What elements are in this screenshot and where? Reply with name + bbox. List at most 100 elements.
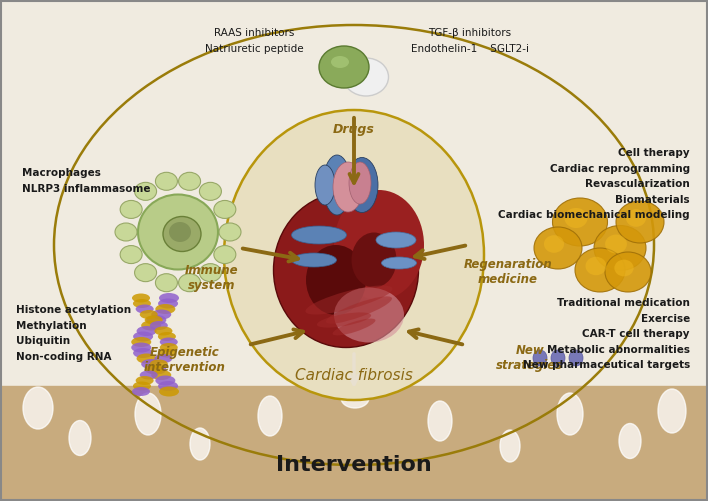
Ellipse shape (158, 381, 178, 391)
Text: Cell therapy
Cardiac reprogramming
Revascularization
Biomaterials
Cardiac biomec: Cell therapy Cardiac reprogramming Revas… (498, 148, 690, 220)
Ellipse shape (200, 264, 222, 282)
Ellipse shape (619, 423, 641, 458)
Ellipse shape (615, 260, 634, 277)
Ellipse shape (159, 293, 179, 303)
Ellipse shape (159, 386, 179, 396)
Ellipse shape (158, 332, 176, 341)
Ellipse shape (136, 305, 154, 314)
Ellipse shape (137, 354, 156, 364)
Ellipse shape (160, 343, 178, 352)
Ellipse shape (131, 337, 152, 347)
Text: Drugs: Drugs (333, 124, 375, 136)
Text: TGF-β inhibitors
Endothelin-1    SGLT2-i: TGF-β inhibitors Endothelin-1 SGLT2-i (411, 28, 529, 54)
Ellipse shape (428, 401, 452, 441)
Ellipse shape (273, 192, 418, 348)
Ellipse shape (341, 388, 369, 408)
Ellipse shape (155, 304, 176, 314)
Ellipse shape (323, 155, 351, 215)
Ellipse shape (306, 245, 366, 315)
Ellipse shape (349, 162, 371, 204)
Ellipse shape (135, 393, 161, 435)
Text: Epigenetic
intervention: Epigenetic intervention (144, 346, 226, 374)
Ellipse shape (120, 245, 142, 264)
Ellipse shape (586, 257, 607, 275)
Ellipse shape (616, 201, 664, 243)
Text: New
strategies: New strategies (496, 344, 564, 372)
Ellipse shape (534, 227, 582, 269)
Ellipse shape (224, 110, 484, 400)
Text: Regenaration
medicine: Regenaration medicine (464, 258, 552, 286)
Ellipse shape (160, 338, 178, 347)
Text: Cardiac fibrosis: Cardiac fibrosis (295, 368, 413, 382)
Ellipse shape (351, 232, 396, 288)
Ellipse shape (382, 257, 416, 269)
Ellipse shape (137, 326, 156, 336)
Ellipse shape (334, 190, 424, 300)
Ellipse shape (147, 315, 166, 325)
Ellipse shape (155, 376, 176, 385)
Ellipse shape (626, 209, 646, 227)
Ellipse shape (605, 234, 627, 254)
Ellipse shape (305, 286, 392, 315)
Ellipse shape (158, 299, 178, 309)
Ellipse shape (575, 248, 625, 292)
Ellipse shape (132, 387, 150, 396)
Ellipse shape (376, 232, 416, 248)
Ellipse shape (178, 172, 200, 190)
Ellipse shape (150, 360, 168, 369)
Ellipse shape (500, 430, 520, 462)
Ellipse shape (346, 157, 378, 212)
Ellipse shape (154, 327, 173, 336)
Ellipse shape (156, 274, 178, 292)
Ellipse shape (343, 58, 389, 96)
Ellipse shape (158, 349, 176, 358)
Ellipse shape (315, 165, 335, 205)
Ellipse shape (132, 294, 150, 303)
Text: Macrophages
NLRP3 inflammasome: Macrophages NLRP3 inflammasome (22, 168, 151, 193)
Ellipse shape (319, 46, 369, 88)
Ellipse shape (135, 264, 156, 282)
Ellipse shape (292, 226, 346, 244)
Ellipse shape (163, 216, 201, 252)
Ellipse shape (533, 350, 547, 366)
Ellipse shape (214, 200, 236, 218)
Ellipse shape (605, 252, 651, 292)
Ellipse shape (178, 274, 200, 292)
Ellipse shape (544, 235, 564, 253)
Text: Histone acetylation
Methylation
Ubiquitin
Non-coding RNA: Histone acetylation Methylation Ubiquiti… (16, 305, 131, 362)
Ellipse shape (69, 420, 91, 455)
Ellipse shape (144, 316, 163, 325)
Bar (0, 386, 708, 501)
Text: Intervention: Intervention (276, 455, 432, 475)
Ellipse shape (219, 223, 241, 241)
Ellipse shape (144, 365, 163, 374)
Ellipse shape (23, 387, 53, 429)
Ellipse shape (326, 296, 392, 324)
Ellipse shape (139, 371, 158, 379)
Ellipse shape (133, 299, 151, 308)
Text: Traditional medication
Exercise
CAR-T cell therapy
Metabolic abnormalities
New p: Traditional medication Exercise CAR-T ce… (523, 298, 690, 370)
Ellipse shape (152, 310, 171, 320)
Ellipse shape (141, 321, 161, 331)
Text: Immune
system: Immune system (185, 264, 239, 292)
Ellipse shape (152, 370, 171, 380)
Ellipse shape (154, 354, 173, 363)
Ellipse shape (331, 56, 349, 68)
Ellipse shape (317, 313, 371, 328)
Ellipse shape (564, 208, 588, 228)
Ellipse shape (115, 223, 137, 241)
Ellipse shape (258, 396, 282, 436)
Ellipse shape (200, 182, 222, 200)
Ellipse shape (138, 194, 218, 270)
Ellipse shape (214, 245, 236, 264)
Ellipse shape (150, 321, 168, 330)
Ellipse shape (594, 225, 646, 271)
Ellipse shape (120, 200, 142, 218)
Ellipse shape (136, 376, 154, 385)
Ellipse shape (131, 343, 152, 353)
Ellipse shape (658, 389, 686, 433)
Ellipse shape (156, 172, 178, 190)
Ellipse shape (333, 162, 363, 212)
Text: RAAS inhibitors
Natriuretic peptide: RAAS inhibitors Natriuretic peptide (205, 28, 303, 54)
Ellipse shape (569, 350, 583, 366)
